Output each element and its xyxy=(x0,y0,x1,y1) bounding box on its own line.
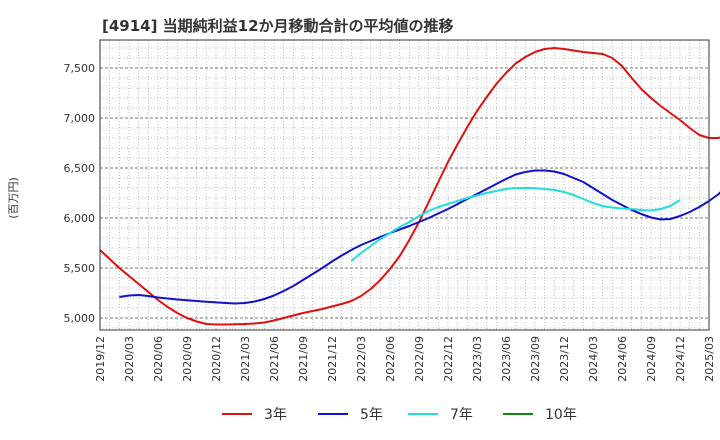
x-tick-label: 2022/03 xyxy=(355,336,368,382)
x-ticks: 2019/12 2020/03 2020/06 2020/09 2020/12 2021/… xyxy=(94,336,716,382)
x-tick-label: 2020/06 xyxy=(152,336,165,382)
series-line-1 xyxy=(99,47,720,326)
y-tick-label: 6,500 xyxy=(64,162,96,175)
y-tick-label: 5,500 xyxy=(64,262,96,275)
legend-label-1: 3年 xyxy=(264,407,287,423)
x-tick-label: 2022/06 xyxy=(384,336,397,382)
y-tick-label: 7,500 xyxy=(64,62,96,75)
x-tick-label: 2019/12 xyxy=(94,336,107,382)
grid xyxy=(99,40,710,330)
x-tick-label: 2024/12 xyxy=(674,336,687,382)
series-line-3 xyxy=(350,187,681,262)
x-tick-label: 2024/06 xyxy=(616,336,629,382)
x-tick-label: 2022/09 xyxy=(413,336,426,382)
x-tick-label: 2022/12 xyxy=(442,336,455,382)
y-axis-label: (百万円) xyxy=(7,177,20,219)
x-tick-label: 2020/03 xyxy=(123,336,136,382)
x-tick-label: 2021/03 xyxy=(239,336,252,382)
x-tick-label: 2024/09 xyxy=(645,336,658,382)
chart-title: [4914] 当期純利益12か月移動合計の平均値の推移 xyxy=(102,17,454,35)
x-tick-label: 2023/12 xyxy=(558,336,571,382)
plot-frame xyxy=(99,39,710,331)
x-tick-label: 2023/03 xyxy=(471,336,484,382)
x-tick-label: 2020/09 xyxy=(181,336,194,382)
x-tick-label: 2021/06 xyxy=(268,336,281,382)
series-line-2 xyxy=(119,169,720,305)
y-tick-label: 5,000 xyxy=(64,312,96,325)
legend-label-3: 7年 xyxy=(450,407,473,423)
x-tick-label: 2024/03 xyxy=(587,336,600,382)
x-tick-label: 2023/09 xyxy=(529,336,542,382)
x-tick-label: 2023/06 xyxy=(500,336,513,382)
y-tick-label: 6,000 xyxy=(64,212,96,225)
legend: 3年 5年 7年 10年 xyxy=(222,407,577,423)
legend-label-2: 5年 xyxy=(360,407,383,423)
y-tick-label: 7,000 xyxy=(64,112,96,125)
legend-label-4: 10年 xyxy=(545,407,577,423)
x-tick-label: 2025/03 xyxy=(703,336,716,382)
x-tick-label: 2021/12 xyxy=(326,336,339,382)
x-tick-label: 2021/09 xyxy=(297,336,310,382)
y-ticks: 5,000 5,500 6,000 6,500 7,000 7,500 xyxy=(64,62,96,325)
series-lines xyxy=(99,47,720,326)
x-tick-label: 2020/12 xyxy=(210,336,223,382)
